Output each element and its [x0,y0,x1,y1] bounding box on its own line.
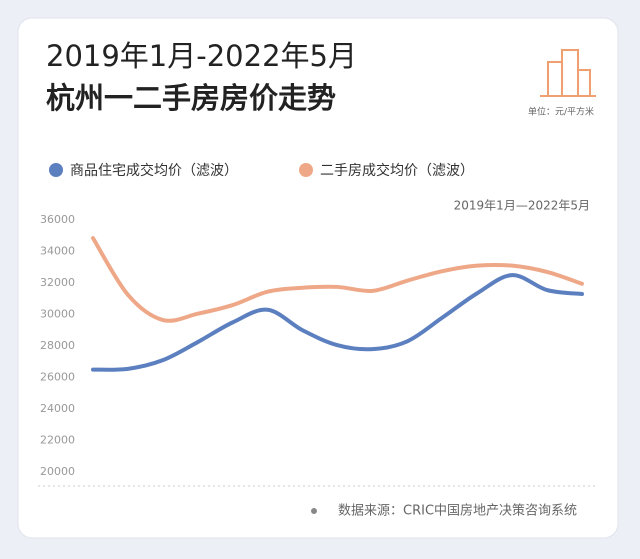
series-line [91,273,584,372]
y-tick-label: 28000 [40,339,75,352]
y-tick-label: 26000 [40,371,75,384]
period: 2019年1月—2022年5月 [454,199,590,213]
legend-swatch [49,163,63,177]
y-tick-label: 36000 [40,213,75,226]
y-tick-label: 30000 [40,308,75,321]
bullet [311,508,317,514]
legend-swatch [299,163,313,177]
card [17,17,619,539]
y-tick-label: 34000 [40,245,75,258]
chart-subtitle: 杭州一二手房房价走势 [46,81,336,115]
y-tick-label: 32000 [40,276,75,289]
y-tick-label: 22000 [40,434,75,447]
y-tick-label: 20000 [40,465,75,478]
legend-label: 商品住宅成交均价（滤波） [70,162,238,179]
chart-title: 2019年1月-2022年5月 [46,39,357,73]
y-tick-label: 24000 [40,402,75,415]
building-icon [540,49,596,97]
series-line [91,236,584,323]
legend-label: 二手房成交均价（滤波） [320,162,474,179]
source: 数据来源：CRIC中国房地产决策咨询系统 [338,503,577,519]
unit: 单位：元/平方米 [528,106,594,118]
